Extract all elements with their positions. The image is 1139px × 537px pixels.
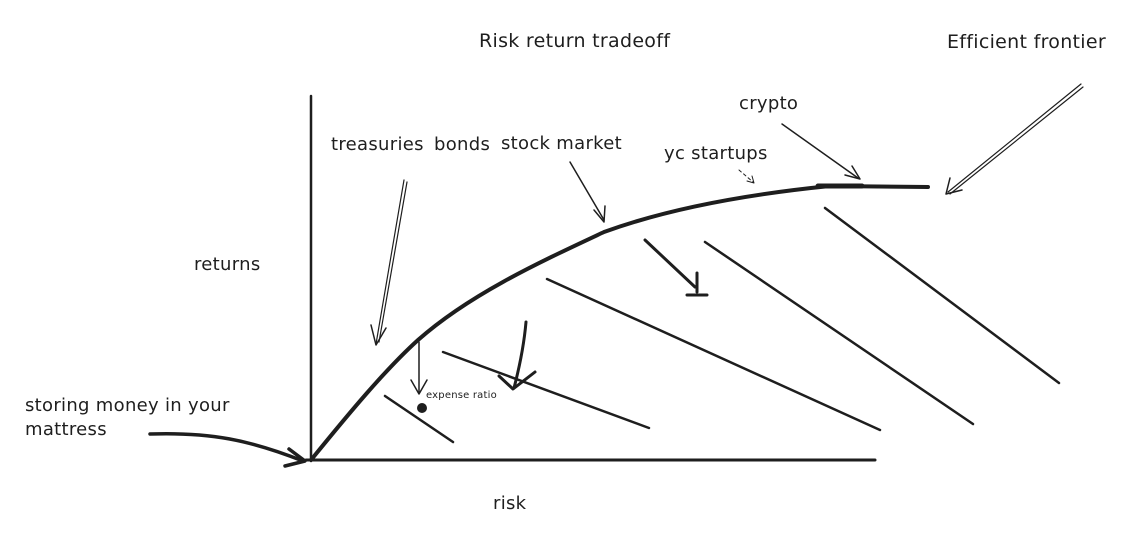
crypto-arrow	[782, 124, 858, 178]
downward-arrow	[645, 240, 695, 287]
yc-startups-label: yc startups	[664, 143, 768, 164]
mattress-label-line2: mattress	[25, 419, 107, 440]
yc-startups-arrow	[739, 170, 753, 182]
hatch-line	[825, 208, 1059, 383]
hatch-line	[705, 242, 973, 424]
treasuries-label: treasuries	[331, 134, 424, 155]
efficient-frontier-label: Efficient frontier	[947, 31, 1106, 53]
expense-ratio-dot	[417, 403, 427, 413]
diagram-title: Risk return tradeoff	[479, 30, 670, 52]
frontier-curve	[311, 186, 928, 460]
hatch-line	[385, 396, 453, 442]
efficient-frontier-arrow	[948, 84, 1081, 192]
stock-market-arrow	[570, 162, 604, 220]
bonds-arrow	[376, 180, 404, 344]
y-axis-label: returns	[194, 254, 261, 275]
hatch-line	[547, 279, 880, 430]
expense-ratio-label: expense ratio	[426, 390, 497, 401]
crypto-label: crypto	[739, 93, 798, 114]
x-axis-label: risk	[493, 493, 526, 514]
mattress-arrow	[150, 434, 303, 461]
bonds-arrow	[379, 182, 407, 342]
downward-arrow	[514, 322, 526, 388]
efficient-frontier-arrow	[950, 87, 1083, 194]
stock-market-label: stock market	[501, 133, 622, 154]
mattress-label-line1: storing money in your	[25, 395, 230, 416]
bonds-label: bonds	[434, 134, 490, 155]
